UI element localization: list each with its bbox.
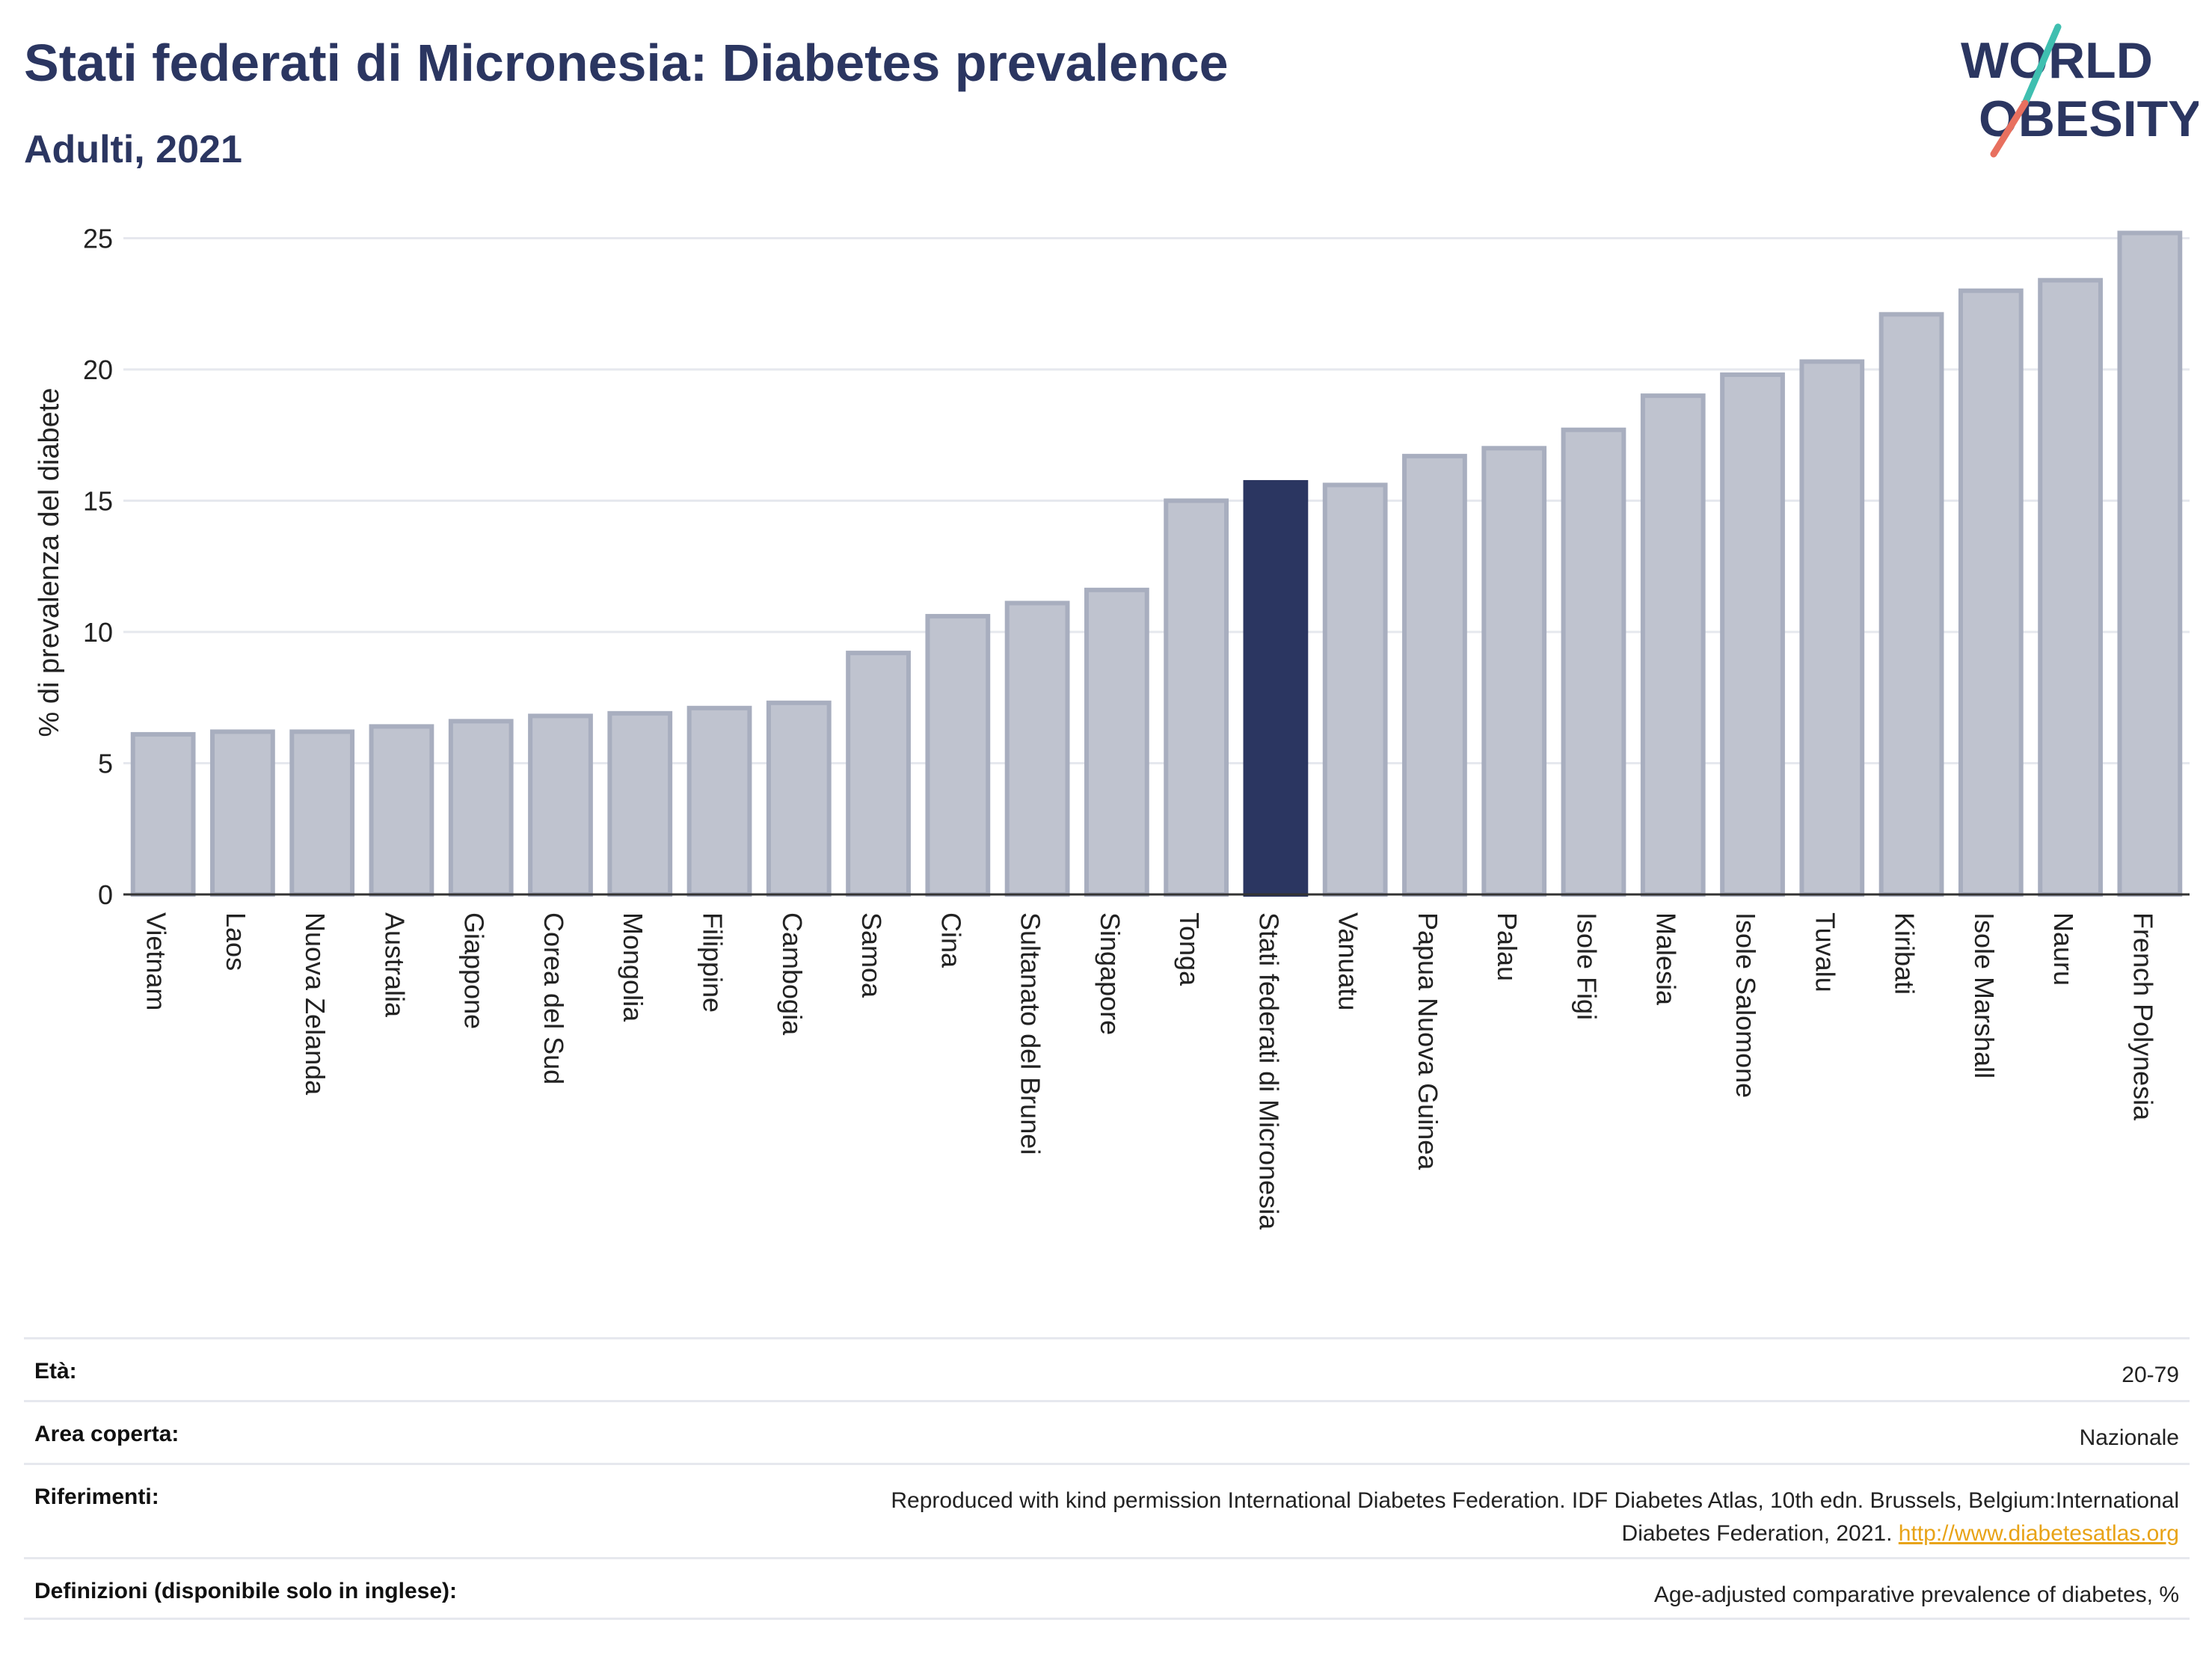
y-tick-label: 10 — [83, 617, 113, 648]
meta-defs-label: Definizioni (disponibile solo in inglese… — [34, 1579, 458, 1603]
meta-area-value: Nazionale — [2079, 1425, 2179, 1450]
meta-defs-value: Age-adjusted comparative prevalence of d… — [1653, 1582, 2179, 1607]
x-tick-label: Samoa — [856, 912, 887, 998]
bar-sultanato-del-brunei[interactable] — [1004, 601, 1070, 897]
x-tick-label: Laos — [221, 912, 251, 971]
logo-slash-teal — [2021, 23, 2062, 107]
meta-row-area: Area coperta: Nazionale — [24, 1400, 2190, 1463]
x-tick-label: Papua Nuova Guinea — [1413, 912, 1443, 1170]
x-tick-label: Isole Salomone — [1730, 912, 1761, 1098]
y-tick-label: 0 — [98, 879, 113, 910]
meta-area-label: Area coperta: — [34, 1422, 179, 1446]
bar-singapore[interactable] — [1084, 587, 1149, 897]
x-tick-label: Vietnam — [141, 912, 172, 1010]
y-tick-label: 15 — [83, 486, 113, 517]
bar-vanuatu[interactable] — [1322, 482, 1388, 897]
bar-filippine[interactable] — [686, 705, 752, 897]
bar-mongolia[interactable] — [607, 710, 673, 897]
meta-age-label: Età: — [34, 1359, 77, 1384]
x-tick-label: Mongolia — [618, 912, 648, 1022]
meta-refs-value: Reproduced with kind permission Internat… — [891, 1484, 2179, 1550]
x-tick-label: Stati federati di Micronesia — [1253, 912, 1284, 1230]
bar-laos[interactable] — [210, 729, 275, 897]
x-tick-label: Kiribati — [1890, 912, 1920, 995]
bar-papua-nuova-guinea[interactable] — [1402, 453, 1467, 897]
x-tick-label: Sultanato del Brunei — [1016, 912, 1046, 1155]
bar-malesia[interactable] — [1640, 393, 1706, 897]
x-tick-label: Corea del Sud — [538, 912, 569, 1084]
bars — [130, 230, 2183, 897]
x-tick-label: Cina — [936, 912, 966, 968]
bar-isole-marshall[interactable] — [1958, 288, 2024, 897]
x-tick-label: Nauru — [2048, 912, 2079, 986]
x-tick-label: French Polynesia — [2127, 912, 2158, 1121]
bar-nauru[interactable] — [2038, 277, 2103, 897]
meta-row-definitions: Definizioni (disponibile solo in inglese… — [24, 1557, 2190, 1620]
meta-refs-line1: Reproduced with kind permission Internat… — [891, 1488, 2179, 1513]
meta-row-age: Età: 20-79 — [24, 1337, 2190, 1400]
bar-corea-del-sud[interactable] — [528, 713, 593, 897]
metadata-table: Età: 20-79 Area coperta: Nazionale Rifer… — [24, 1337, 2190, 1620]
bar-samoa[interactable] — [846, 651, 911, 897]
bar-french-polynesia[interactable] — [2117, 230, 2183, 897]
bar-stati-federati-di-micronesia[interactable] — [1243, 479, 1309, 897]
bar-tuvalu[interactable] — [1799, 359, 1865, 897]
x-tick-label: Nuova Zelanda — [300, 912, 331, 1096]
y-tick-label: 5 — [98, 749, 113, 779]
x-tick-label: Isole Marshall — [1969, 912, 2000, 1078]
bar-australia[interactable] — [369, 724, 434, 897]
x-tick-label: Australia — [379, 912, 410, 1018]
axes: 0 5 10 15 20 25 Vietnam Laos Nuova Zelanda Austra… — [83, 224, 2190, 1230]
meta-age-value: 20-79 — [2122, 1363, 2179, 1387]
bar-isole-salomone[interactable] — [1720, 372, 1785, 897]
bar-tonga[interactable] — [1164, 498, 1229, 897]
x-tick-label: Filippine — [698, 912, 728, 1013]
y-axis-label: % di prevalenza del diabete — [34, 388, 65, 737]
x-tick-label: Giappone — [459, 912, 490, 1029]
bar-cambogia[interactable] — [766, 700, 832, 897]
x-tick-label: Isole Figi — [1571, 912, 1602, 1020]
bar-vietnam[interactable] — [130, 731, 196, 897]
bar-chart: 0 5 10 15 20 25 Vietnam Laos Nuova Zelanda Austra… — [34, 224, 2190, 1230]
world-obesity-logo: WORLD OBESITY — [1961, 23, 2199, 158]
x-tick-label: Malesia — [1651, 912, 1682, 1006]
bar-isole-figi[interactable] — [1561, 427, 1626, 897]
meta-row-references: Riferimenti: Reproduced with kind permis… — [24, 1463, 2190, 1557]
meta-refs-line2: Diabetes Federation, 2021. — [1621, 1521, 1893, 1546]
chart-title: Stati federati di Micronesia: Diabetes p… — [24, 34, 1229, 92]
x-tick-label: Singapore — [1095, 912, 1125, 1035]
x-tick-label: Palau — [1492, 912, 1523, 981]
bar-giappone[interactable] — [448, 719, 514, 897]
x-tick-label: Tuvalu — [1810, 912, 1840, 992]
bar-nuova-zelanda[interactable] — [289, 729, 355, 897]
chart-subtitle: Adulti, 2021 — [24, 128, 242, 171]
x-tick-label: Vanuatu — [1333, 912, 1364, 1010]
bar-palau[interactable] — [1481, 446, 1547, 897]
y-tick-label: 25 — [83, 224, 113, 254]
logo-slash-coral — [1990, 99, 2029, 158]
x-tick-label: Tonga — [1174, 912, 1205, 986]
bar-cina[interactable] — [925, 613, 991, 897]
meta-refs-label: Riferimenti: — [34, 1484, 159, 1509]
logo-word-world: WORLD — [1961, 32, 2153, 89]
x-tick-label: Cambogia — [777, 912, 808, 1036]
diabetes-atlas-link[interactable]: http://www.diabetesatlas.org — [1898, 1521, 2179, 1546]
bar-kiribati[interactable] — [1878, 312, 1944, 897]
y-tick-label: 20 — [83, 354, 113, 385]
